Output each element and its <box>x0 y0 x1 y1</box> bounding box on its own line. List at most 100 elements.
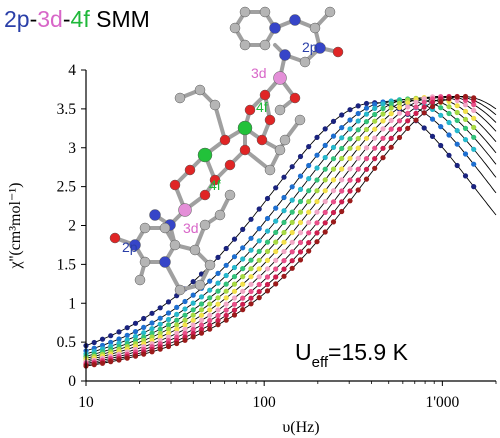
data-point <box>240 274 246 280</box>
data-point <box>174 317 180 323</box>
atom <box>159 256 171 268</box>
data-point <box>454 109 460 116</box>
data-point <box>223 295 229 301</box>
data-point <box>438 99 444 105</box>
data-point <box>380 101 386 107</box>
atom <box>194 84 206 96</box>
data-point <box>339 208 345 215</box>
data-point <box>438 142 444 149</box>
data-point <box>207 295 213 301</box>
data-point <box>182 330 188 337</box>
data-point <box>248 295 254 301</box>
data-point <box>91 339 97 346</box>
data-point <box>471 124 477 130</box>
data-point <box>322 229 328 235</box>
data-point <box>223 288 229 294</box>
data-point <box>388 105 394 111</box>
data-point <box>388 144 394 150</box>
y-tick-label: 3.5 <box>57 101 77 118</box>
data-point <box>281 194 287 201</box>
data-point <box>141 324 147 330</box>
data-point <box>198 326 205 333</box>
data-point <box>240 281 246 287</box>
data-point <box>231 274 238 280</box>
data-point <box>396 110 403 116</box>
data-point <box>471 102 477 108</box>
data-point <box>289 265 295 271</box>
data-point <box>174 304 180 310</box>
data-point <box>388 111 394 117</box>
data-point <box>165 316 172 323</box>
data-point <box>256 206 262 212</box>
data-point <box>405 125 411 131</box>
data-point <box>190 317 196 323</box>
y-axis-label: χ''(cm³mol⁻¹) <box>7 183 24 270</box>
structure-label: 4f <box>256 99 268 115</box>
data-point <box>165 310 172 316</box>
data-point <box>273 248 279 255</box>
data-point <box>99 360 106 366</box>
atom <box>178 203 192 217</box>
data-point <box>223 281 229 287</box>
atom <box>169 239 181 251</box>
figure-title: 2p-3d-4f SMM <box>4 6 150 32</box>
data-point <box>380 118 386 124</box>
data-point <box>330 219 337 225</box>
data-point <box>330 209 337 216</box>
data-point <box>355 118 361 124</box>
data-point <box>347 188 353 194</box>
data-point <box>264 281 271 288</box>
data-point <box>421 104 427 110</box>
data-point <box>462 137 469 143</box>
data-point <box>132 320 139 326</box>
data-point <box>297 257 304 263</box>
data-point <box>215 312 221 319</box>
data-point <box>198 294 205 300</box>
atom <box>239 39 251 51</box>
data-point <box>273 229 279 235</box>
data-point <box>314 198 320 205</box>
data-point <box>207 317 213 324</box>
data-point <box>231 254 238 260</box>
data-point <box>363 111 370 117</box>
data-point <box>190 322 196 328</box>
data-point <box>462 125 469 131</box>
data-point <box>165 343 172 350</box>
atom <box>214 209 226 221</box>
data-point <box>330 144 337 150</box>
data-point <box>322 198 328 205</box>
data-point <box>207 307 213 313</box>
data-point <box>380 105 386 112</box>
data-point <box>256 257 262 263</box>
data-point <box>438 124 444 130</box>
y-tick-label: 0.5 <box>57 334 77 351</box>
data-point <box>91 362 97 368</box>
data-point <box>297 173 304 179</box>
structure-label: 2p <box>122 239 138 255</box>
data-point <box>413 110 419 116</box>
data-point <box>446 119 452 126</box>
data-point <box>322 126 328 132</box>
data-point <box>223 317 229 323</box>
title-part: - <box>30 6 38 32</box>
data-point <box>347 145 353 151</box>
data-point <box>454 103 460 109</box>
data-point <box>124 332 130 338</box>
data-point <box>314 152 320 158</box>
atom <box>134 274 146 286</box>
data-point <box>421 125 427 131</box>
data-point <box>141 330 147 336</box>
data-point <box>165 326 172 332</box>
data-point <box>421 99 427 105</box>
data-point <box>330 166 337 172</box>
data-point <box>256 248 262 254</box>
data-point <box>471 146 477 152</box>
data-point <box>306 240 312 246</box>
data-point <box>165 322 172 328</box>
data-point <box>215 322 221 328</box>
data-point <box>124 355 130 361</box>
data-point <box>454 162 460 169</box>
data-point <box>355 145 361 151</box>
y-tick-label: 4 <box>68 62 76 79</box>
data-point <box>471 107 477 113</box>
